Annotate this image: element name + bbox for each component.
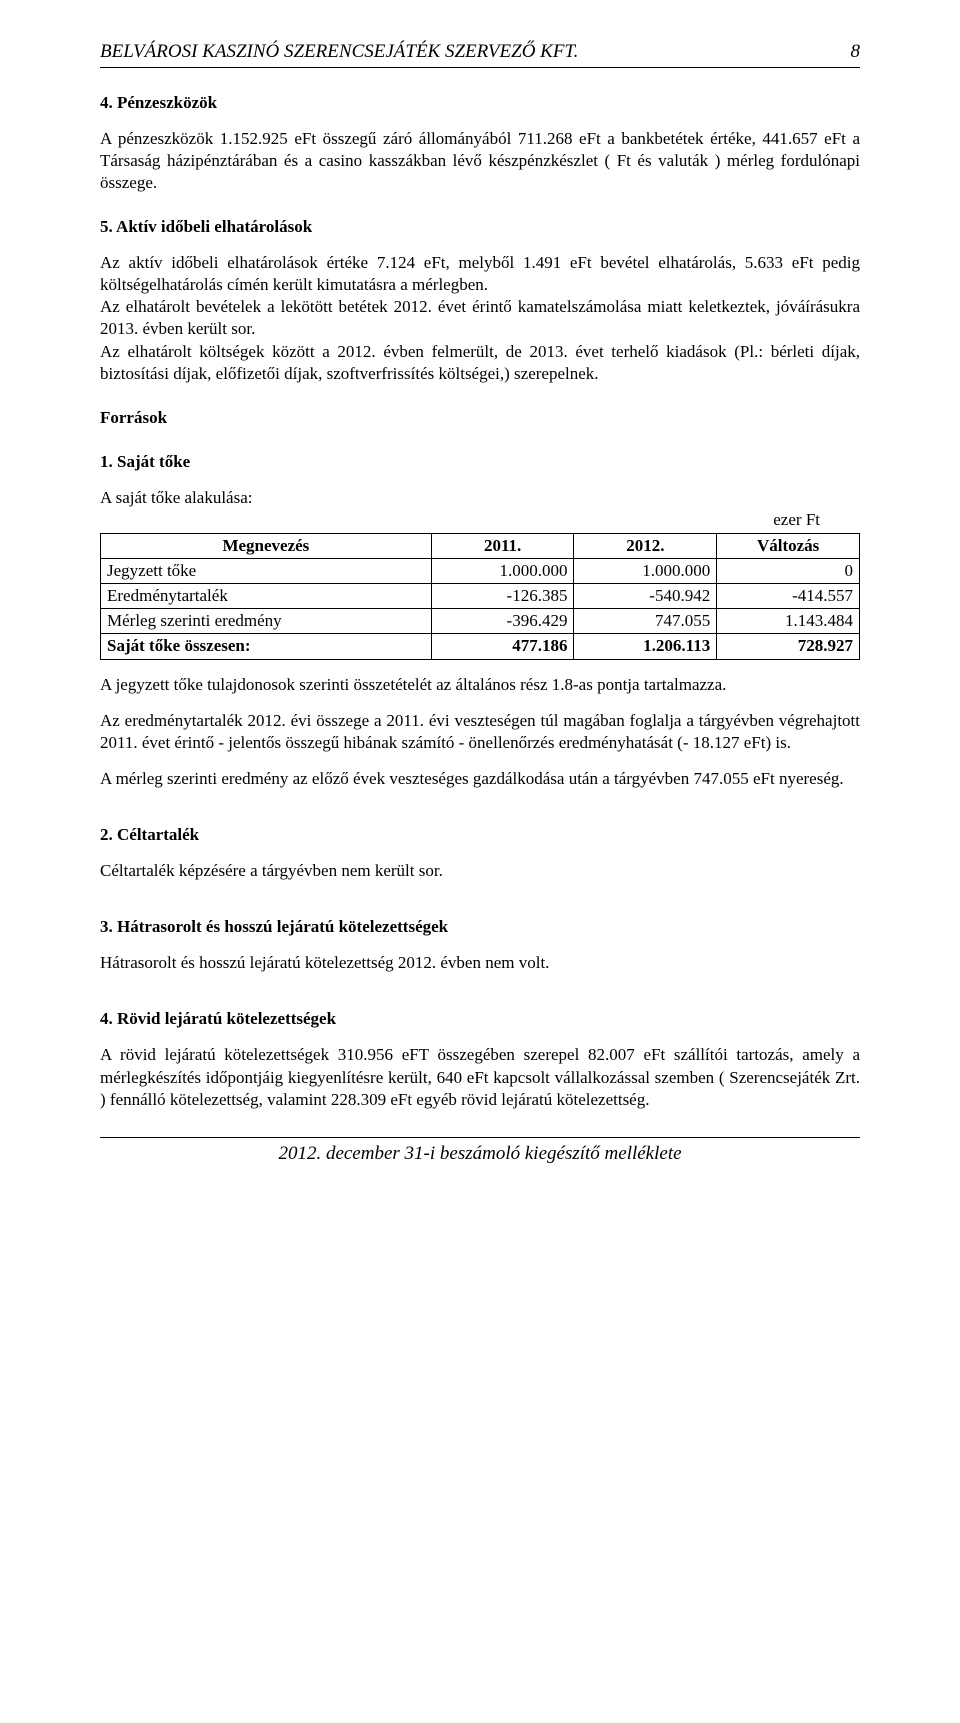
header-page-number: 8: [851, 40, 861, 65]
header-title: BELVÁROSI KASZINÓ SZERENCSEJÁTÉK SZERVEZ…: [100, 40, 578, 65]
row-cell: 747.055: [574, 609, 717, 634]
table-header-row: Megnevezés 2011. 2012. Változás: [101, 534, 860, 559]
row-cell: 1.000.000: [574, 559, 717, 584]
row-cell: 0: [717, 559, 860, 584]
section-f4-title: 4. Rövid lejáratú kötelezettségek: [100, 1008, 860, 1030]
row-label: Eredménytartalék: [101, 584, 432, 609]
section-4-title: 4. Pénzeszközök: [100, 92, 860, 114]
section-5-title: 5. Aktív időbeli elhatárolások: [100, 216, 860, 238]
document-page: BELVÁROSI KASZINÓ SZERENCSEJÁTÉK SZERVEZ…: [0, 0, 960, 1206]
table-row: Jegyzett tőke 1.000.000 1.000.000 0: [101, 559, 860, 584]
col-valtozas: Változás: [717, 534, 860, 559]
row-label: Mérleg szerinti eredmény: [101, 609, 432, 634]
row-cell: 1.143.484: [717, 609, 860, 634]
row-cell: 477.186: [431, 634, 574, 659]
header-divider: [100, 67, 860, 68]
row-cell: -126.385: [431, 584, 574, 609]
page-header: BELVÁROSI KASZINÓ SZERENCSEJÁTÉK SZERVEZ…: [100, 40, 860, 65]
table-unit-label: ezer Ft: [100, 509, 860, 531]
row-label: Saját tőke összesen:: [101, 634, 432, 659]
section-f3-title: 3. Hátrasorolt és hosszú lejáratú kötele…: [100, 916, 860, 938]
table-row: Mérleg szerinti eredmény -396.429 747.05…: [101, 609, 860, 634]
row-cell: 1.206.113: [574, 634, 717, 659]
section-f4-paragraph: A rövid lejáratú kötelezettségek 310.956…: [100, 1044, 860, 1110]
section-f1-title: 1. Saját tőke: [100, 451, 860, 473]
section-5-paragraph-2: Az elhatárolt bevételek a lekötött betét…: [100, 296, 860, 340]
page-footer: 2012. december 31-i beszámoló kiegészítő…: [100, 1137, 860, 1167]
col-2011: 2011.: [431, 534, 574, 559]
row-cell: 728.927: [717, 634, 860, 659]
section-4-paragraph: A pénzeszközök 1.152.925 eFt összegű zár…: [100, 128, 860, 194]
row-cell: -414.557: [717, 584, 860, 609]
forrasok-title: Források: [100, 407, 860, 429]
section-5-paragraph-3: Az elhatárolt költségek között a 2012. é…: [100, 341, 860, 385]
row-cell: 1.000.000: [431, 559, 574, 584]
section-f1-after-2: Az eredménytartalék 2012. évi összege a …: [100, 710, 860, 754]
section-5-paragraph-1: Az aktív időbeli elhatárolások értéke 7.…: [100, 252, 860, 296]
table-row: Eredménytartalék -126.385 -540.942 -414.…: [101, 584, 860, 609]
footer-divider: [100, 1137, 860, 1138]
col-megnevezes: Megnevezés: [101, 534, 432, 559]
equity-table: Megnevezés 2011. 2012. Változás Jegyzett…: [100, 533, 860, 659]
section-f3-paragraph: Hátrasorolt és hosszú lejáratú kötelezet…: [100, 952, 860, 974]
section-f2-paragraph: Céltartalék képzésére a tárgyévben nem k…: [100, 860, 860, 882]
table-total-row: Saját tőke összesen: 477.186 1.206.113 7…: [101, 634, 860, 659]
row-label: Jegyzett tőke: [101, 559, 432, 584]
footer-text: 2012. december 31-i beszámoló kiegészítő…: [100, 1142, 860, 1167]
section-f1-after-1: A jegyzett tőke tulajdonosok szerinti ös…: [100, 674, 860, 696]
section-f2-title: 2. Céltartalék: [100, 824, 860, 846]
col-2012: 2012.: [574, 534, 717, 559]
row-cell: -396.429: [431, 609, 574, 634]
section-f1-lead: A saját tőke alakulása:: [100, 487, 860, 509]
row-cell: -540.942: [574, 584, 717, 609]
section-f1-after-3: A mérleg szerinti eredmény az előző évek…: [100, 768, 860, 790]
